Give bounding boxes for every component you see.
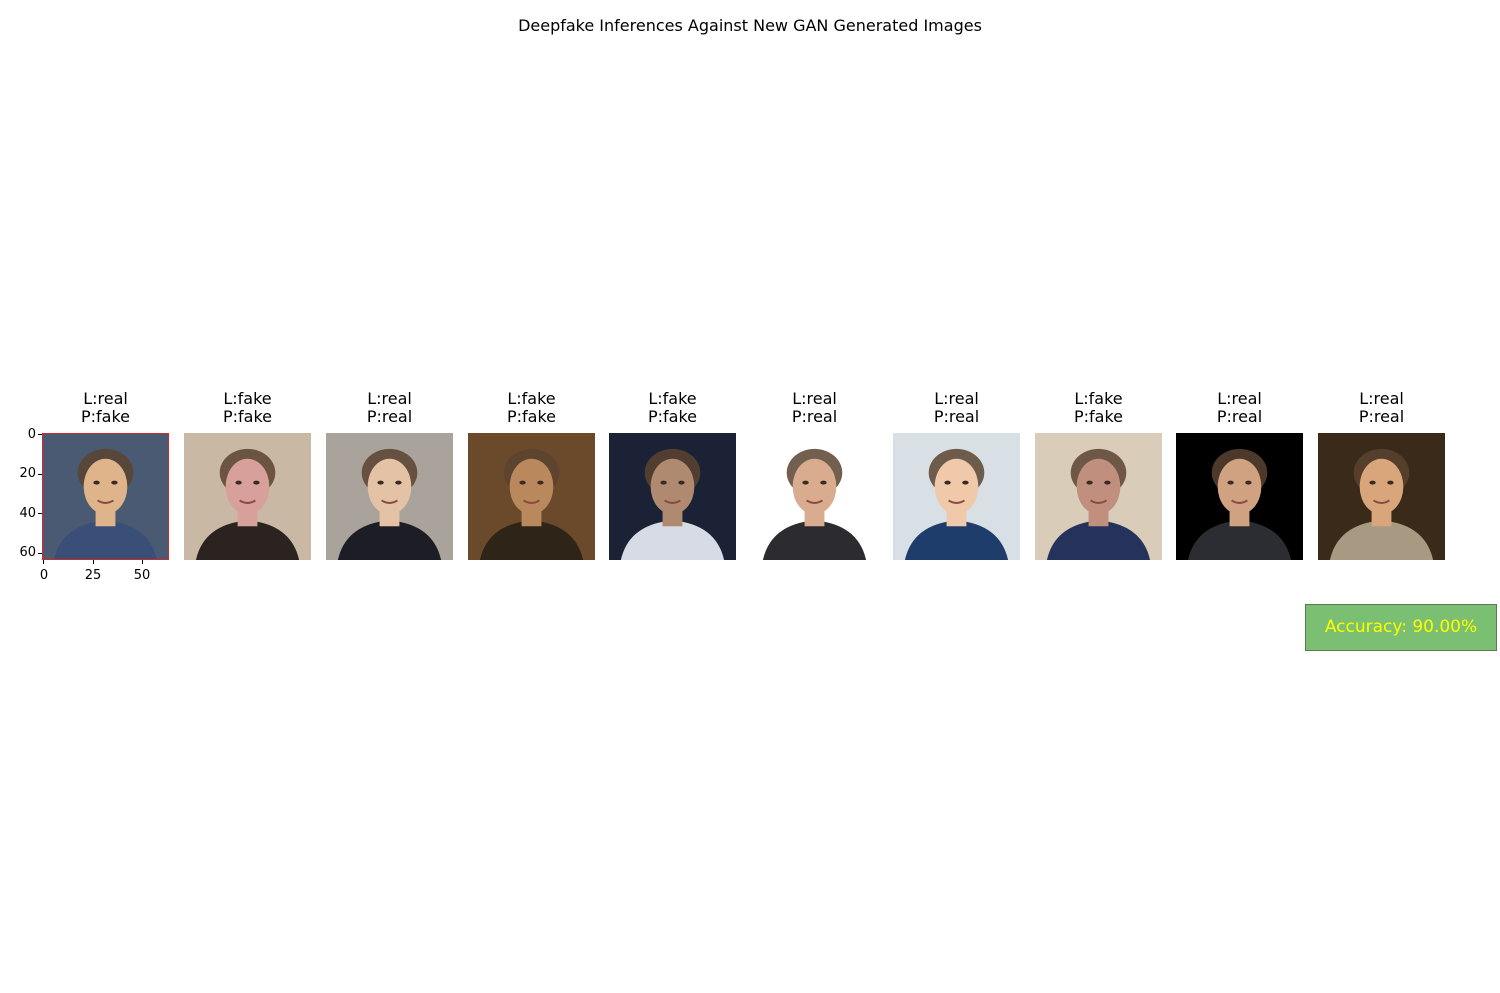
y-tick-mark bbox=[38, 434, 42, 435]
predicted-label: P:real bbox=[1216, 407, 1263, 426]
y-tick-label: 60 bbox=[19, 545, 36, 560]
predicted-label: P:fake bbox=[647, 407, 697, 426]
predicted-label: P:fake bbox=[222, 407, 272, 426]
true-label: L:fake bbox=[1074, 389, 1123, 408]
predicted-label: P:real bbox=[933, 407, 980, 426]
x-tick-label: 50 bbox=[133, 568, 151, 583]
panel-caption: L:real P:real bbox=[1176, 390, 1303, 428]
image-panel: L:fake P:fake bbox=[1035, 390, 1162, 560]
x-tick-mark bbox=[43, 560, 44, 564]
image-panel: L:real P:fake bbox=[42, 390, 169, 560]
true-label: L:real bbox=[367, 389, 412, 408]
predicted-label: P:real bbox=[366, 407, 413, 426]
predicted-label: P:fake bbox=[80, 407, 130, 426]
panel-caption: L:real P:real bbox=[1318, 390, 1445, 428]
true-label: L:real bbox=[792, 389, 837, 408]
y-tick-label: 0 bbox=[27, 427, 36, 442]
face-image bbox=[609, 433, 736, 560]
y-tick-label: 40 bbox=[19, 506, 36, 521]
face-image bbox=[751, 433, 878, 560]
face-image bbox=[468, 433, 595, 560]
predicted-label: P:fake bbox=[506, 407, 556, 426]
image-panel: L:fake P:fake bbox=[609, 390, 736, 560]
face-image bbox=[1035, 433, 1162, 560]
face-image bbox=[1318, 433, 1445, 560]
image-panel: L:fake P:fake bbox=[184, 390, 311, 560]
face-image bbox=[326, 433, 453, 560]
x-tick-label: 25 bbox=[84, 568, 102, 583]
face-image bbox=[1176, 433, 1303, 560]
image-panel: L:fake P:fake bbox=[468, 390, 595, 560]
true-label: L:real bbox=[1217, 389, 1262, 408]
predicted-label: P:fake bbox=[1073, 407, 1123, 426]
true-label: L:real bbox=[1359, 389, 1404, 408]
panel-caption: L:real P:fake bbox=[42, 390, 169, 428]
panel-caption: L:real P:real bbox=[326, 390, 453, 428]
x-tick-mark bbox=[93, 560, 94, 564]
panel-caption: L:fake P:fake bbox=[1035, 390, 1162, 428]
face-image bbox=[184, 433, 311, 560]
true-label: L:real bbox=[934, 389, 979, 408]
true-label: L:fake bbox=[507, 389, 556, 408]
y-tick-label: 20 bbox=[19, 466, 36, 481]
image-panel: L:real P:real bbox=[751, 390, 878, 560]
x-tick-label: 0 bbox=[39, 568, 49, 583]
y-tick-mark bbox=[38, 553, 42, 554]
y-tick-mark bbox=[38, 474, 42, 475]
panel-caption: L:fake P:fake bbox=[468, 390, 595, 428]
predicted-label: P:real bbox=[791, 407, 838, 426]
image-panel: L:real P:real bbox=[1176, 390, 1303, 560]
y-tick-mark bbox=[38, 513, 42, 514]
panel-caption: L:fake P:fake bbox=[609, 390, 736, 428]
panel-caption: L:real P:real bbox=[893, 390, 1020, 428]
panel-caption: L:fake P:fake bbox=[184, 390, 311, 428]
x-tick-mark bbox=[142, 560, 143, 564]
true-label: L:fake bbox=[648, 389, 697, 408]
image-panel: L:real P:real bbox=[326, 390, 453, 560]
image-panel: L:real P:real bbox=[893, 390, 1020, 560]
face-image bbox=[42, 433, 169, 560]
accuracy-badge: Accuracy: 90.00% bbox=[1305, 604, 1497, 651]
predicted-label: P:real bbox=[1358, 407, 1405, 426]
image-panel: L:real P:real bbox=[1318, 390, 1445, 560]
panel-caption: L:real P:real bbox=[751, 390, 878, 428]
chart-title: Deepfake Inferences Against New GAN Gene… bbox=[518, 16, 982, 35]
face-image bbox=[893, 433, 1020, 560]
true-label: L:real bbox=[83, 389, 128, 408]
true-label: L:fake bbox=[223, 389, 272, 408]
